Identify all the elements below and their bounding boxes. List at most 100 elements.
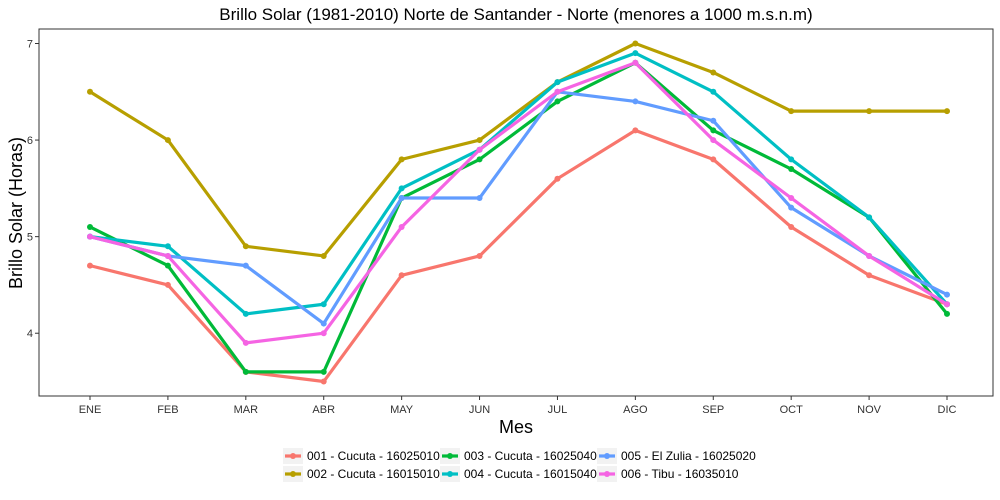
data-point (788, 195, 795, 202)
data-point (87, 88, 93, 95)
data-point (242, 339, 249, 346)
data-point (710, 127, 717, 134)
data-point (866, 108, 873, 115)
data-point (632, 40, 639, 47)
data-point (320, 301, 327, 308)
series-line (88, 41, 949, 258)
data-point (164, 252, 171, 259)
legend-swatch-point (604, 471, 610, 477)
data-point (320, 368, 327, 375)
data-point (164, 243, 171, 250)
x-tick-label: ENE (79, 404, 102, 416)
y-tick-label: 4 (27, 328, 33, 340)
legend-swatch-point (290, 453, 296, 459)
data-point (242, 310, 249, 317)
data-point (476, 252, 483, 259)
y-axis: 4 5 6 7 (27, 38, 39, 340)
data-point (242, 368, 249, 375)
data-point (164, 262, 171, 269)
plot-panel (38, 28, 994, 397)
data-point (944, 301, 950, 308)
legend-label: 004 - Cucuta - 16015040 (464, 467, 597, 481)
legend-swatch-point (290, 471, 296, 477)
series-line (88, 61, 949, 374)
legend-label: 001 - Cucuta - 16025010 (307, 449, 440, 463)
data-point (242, 243, 249, 250)
x-tick-label: MAR (234, 404, 259, 416)
x-tick-label: JUN (469, 404, 490, 416)
legend-item: 002 - Cucuta - 16015010 (283, 466, 440, 482)
legend-item: 005 - El Zulia - 16025020 (597, 448, 756, 464)
x-axis-title: Mes (499, 417, 533, 437)
data-point (476, 137, 483, 144)
data-point (87, 262, 93, 269)
data-point (710, 88, 717, 95)
data-point (87, 223, 93, 230)
data-point (710, 69, 717, 76)
data-point (554, 175, 561, 182)
data-point (632, 98, 639, 105)
legend-label: 006 - Tibu - 16035010 (621, 467, 739, 481)
x-tick-label: OCT (780, 404, 804, 416)
y-axis-title: Brillo Solar (Horas) (6, 137, 26, 289)
legend: 001 - Cucuta - 16025010 003 - Cucuta - 16… (283, 448, 756, 482)
data-point (866, 252, 873, 259)
data-point (866, 214, 873, 221)
data-point (87, 233, 93, 240)
series-line (88, 90, 949, 326)
x-tick-label: MAY (390, 404, 414, 416)
data-point (398, 185, 405, 192)
series-2 (87, 40, 950, 259)
x-tick-label: JUL (548, 404, 568, 416)
chart-title: Brillo Solar (1981-2010) Norte de Santan… (219, 5, 812, 24)
data-point (554, 98, 561, 105)
data-point (320, 252, 327, 259)
x-tick-label: FEB (157, 404, 178, 416)
data-point (788, 204, 795, 211)
x-tick-label: AGO (623, 404, 648, 416)
x-tick-label: ABR (312, 404, 335, 416)
data-point (944, 108, 950, 115)
data-point (788, 223, 795, 230)
data-point (788, 108, 795, 115)
y-tick-label: 6 (27, 135, 33, 147)
data-point (398, 223, 405, 230)
data-point (164, 281, 171, 288)
data-point (398, 195, 405, 202)
data-point (476, 156, 483, 163)
legend-label: 005 - El Zulia - 16025020 (621, 449, 756, 463)
series-6 (87, 59, 950, 346)
data-point (554, 88, 561, 95)
legend-label: 002 - Cucuta - 16015010 (307, 467, 440, 481)
data-point (710, 156, 717, 163)
data-point (476, 195, 483, 202)
data-point (476, 146, 483, 153)
data-point (788, 156, 795, 163)
data-point (710, 117, 717, 124)
data-point (320, 320, 327, 327)
legend-item: 003 - Cucuta - 16025040 (440, 448, 597, 464)
data-point (632, 127, 639, 134)
legend-swatch-point (447, 453, 453, 459)
data-point (320, 330, 327, 337)
data-point (710, 137, 717, 144)
series-line (88, 128, 949, 384)
x-axis: ENE FEB MAR ABR MAY JUN JUL AGO SEP OCT NOV DIC (79, 396, 957, 416)
data-point (788, 166, 795, 173)
data-point (944, 310, 950, 317)
legend-swatch-point (604, 453, 610, 459)
legend-item: 004 - Cucuta - 16015040 (440, 466, 597, 482)
legend-label: 003 - Cucuta - 16025040 (464, 449, 597, 463)
x-tick-label: SEP (702, 404, 724, 416)
data-point (164, 137, 171, 144)
series-line (88, 51, 949, 316)
data-point (398, 156, 405, 163)
data-point (554, 79, 561, 86)
series-layer (87, 40, 950, 385)
data-point (866, 272, 873, 279)
data-point (320, 378, 327, 385)
legend-item: 006 - Tibu - 16035010 (597, 466, 739, 482)
legend-item: 001 - Cucuta - 16025010 (283, 448, 440, 464)
data-point (632, 50, 639, 57)
